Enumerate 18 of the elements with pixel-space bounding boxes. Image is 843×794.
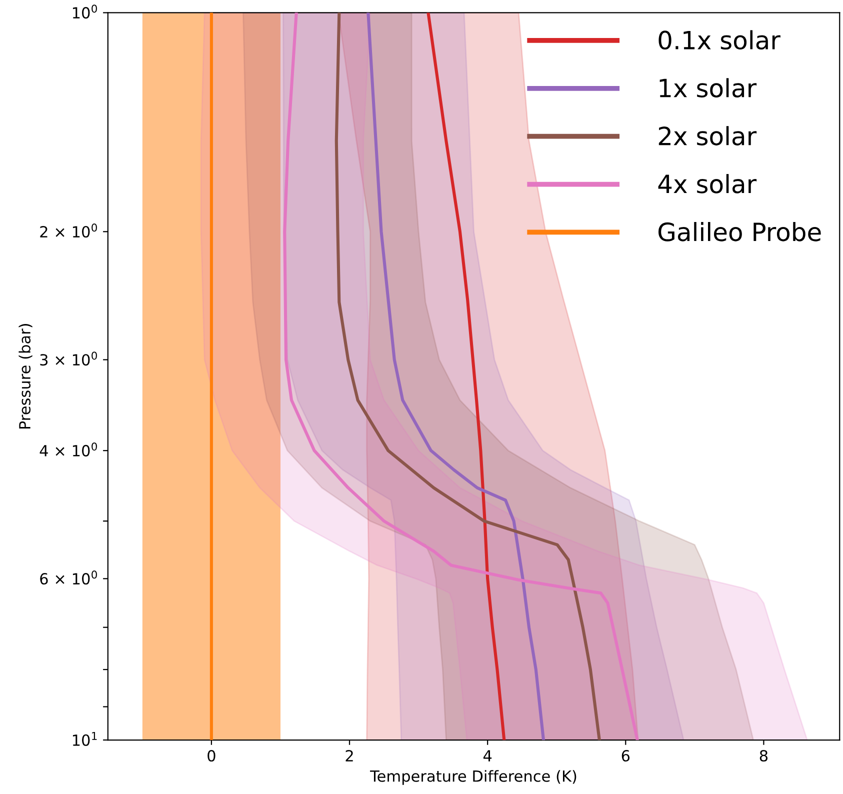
y-tick-label: 10$^{1}$	[72, 732, 97, 746]
legend-label: 4x solar	[658, 174, 757, 194]
x-axis-title: Temperature Difference (K)	[370, 770, 576, 785]
x-tick-label: 6	[622, 750, 630, 762]
x-tick-label: 0	[208, 750, 216, 762]
legend-label: 0.1x solar	[658, 30, 780, 50]
y-tick-label: 2 × 10$^{0}$	[40, 224, 97, 238]
y-tick-label: 6 × 10$^{0}$	[40, 570, 97, 585]
y-tick-label: 3 × 10$^{0}$	[40, 352, 97, 366]
legend-label: 1x solar	[660, 78, 757, 98]
y-axis-title: Pressure (bar)	[18, 324, 32, 429]
y-tick-label: 10$^{0}$	[72, 4, 97, 19]
x-tick-label: 8	[760, 750, 768, 762]
x-tick-label: 4	[483, 750, 492, 762]
legend-label: Galileo Probe	[658, 222, 821, 242]
x-tick-label: 2	[346, 750, 353, 762]
y-tick-label: 4 × 10$^{0}$	[40, 442, 97, 456]
legend-label: 2x solar	[658, 126, 757, 146]
